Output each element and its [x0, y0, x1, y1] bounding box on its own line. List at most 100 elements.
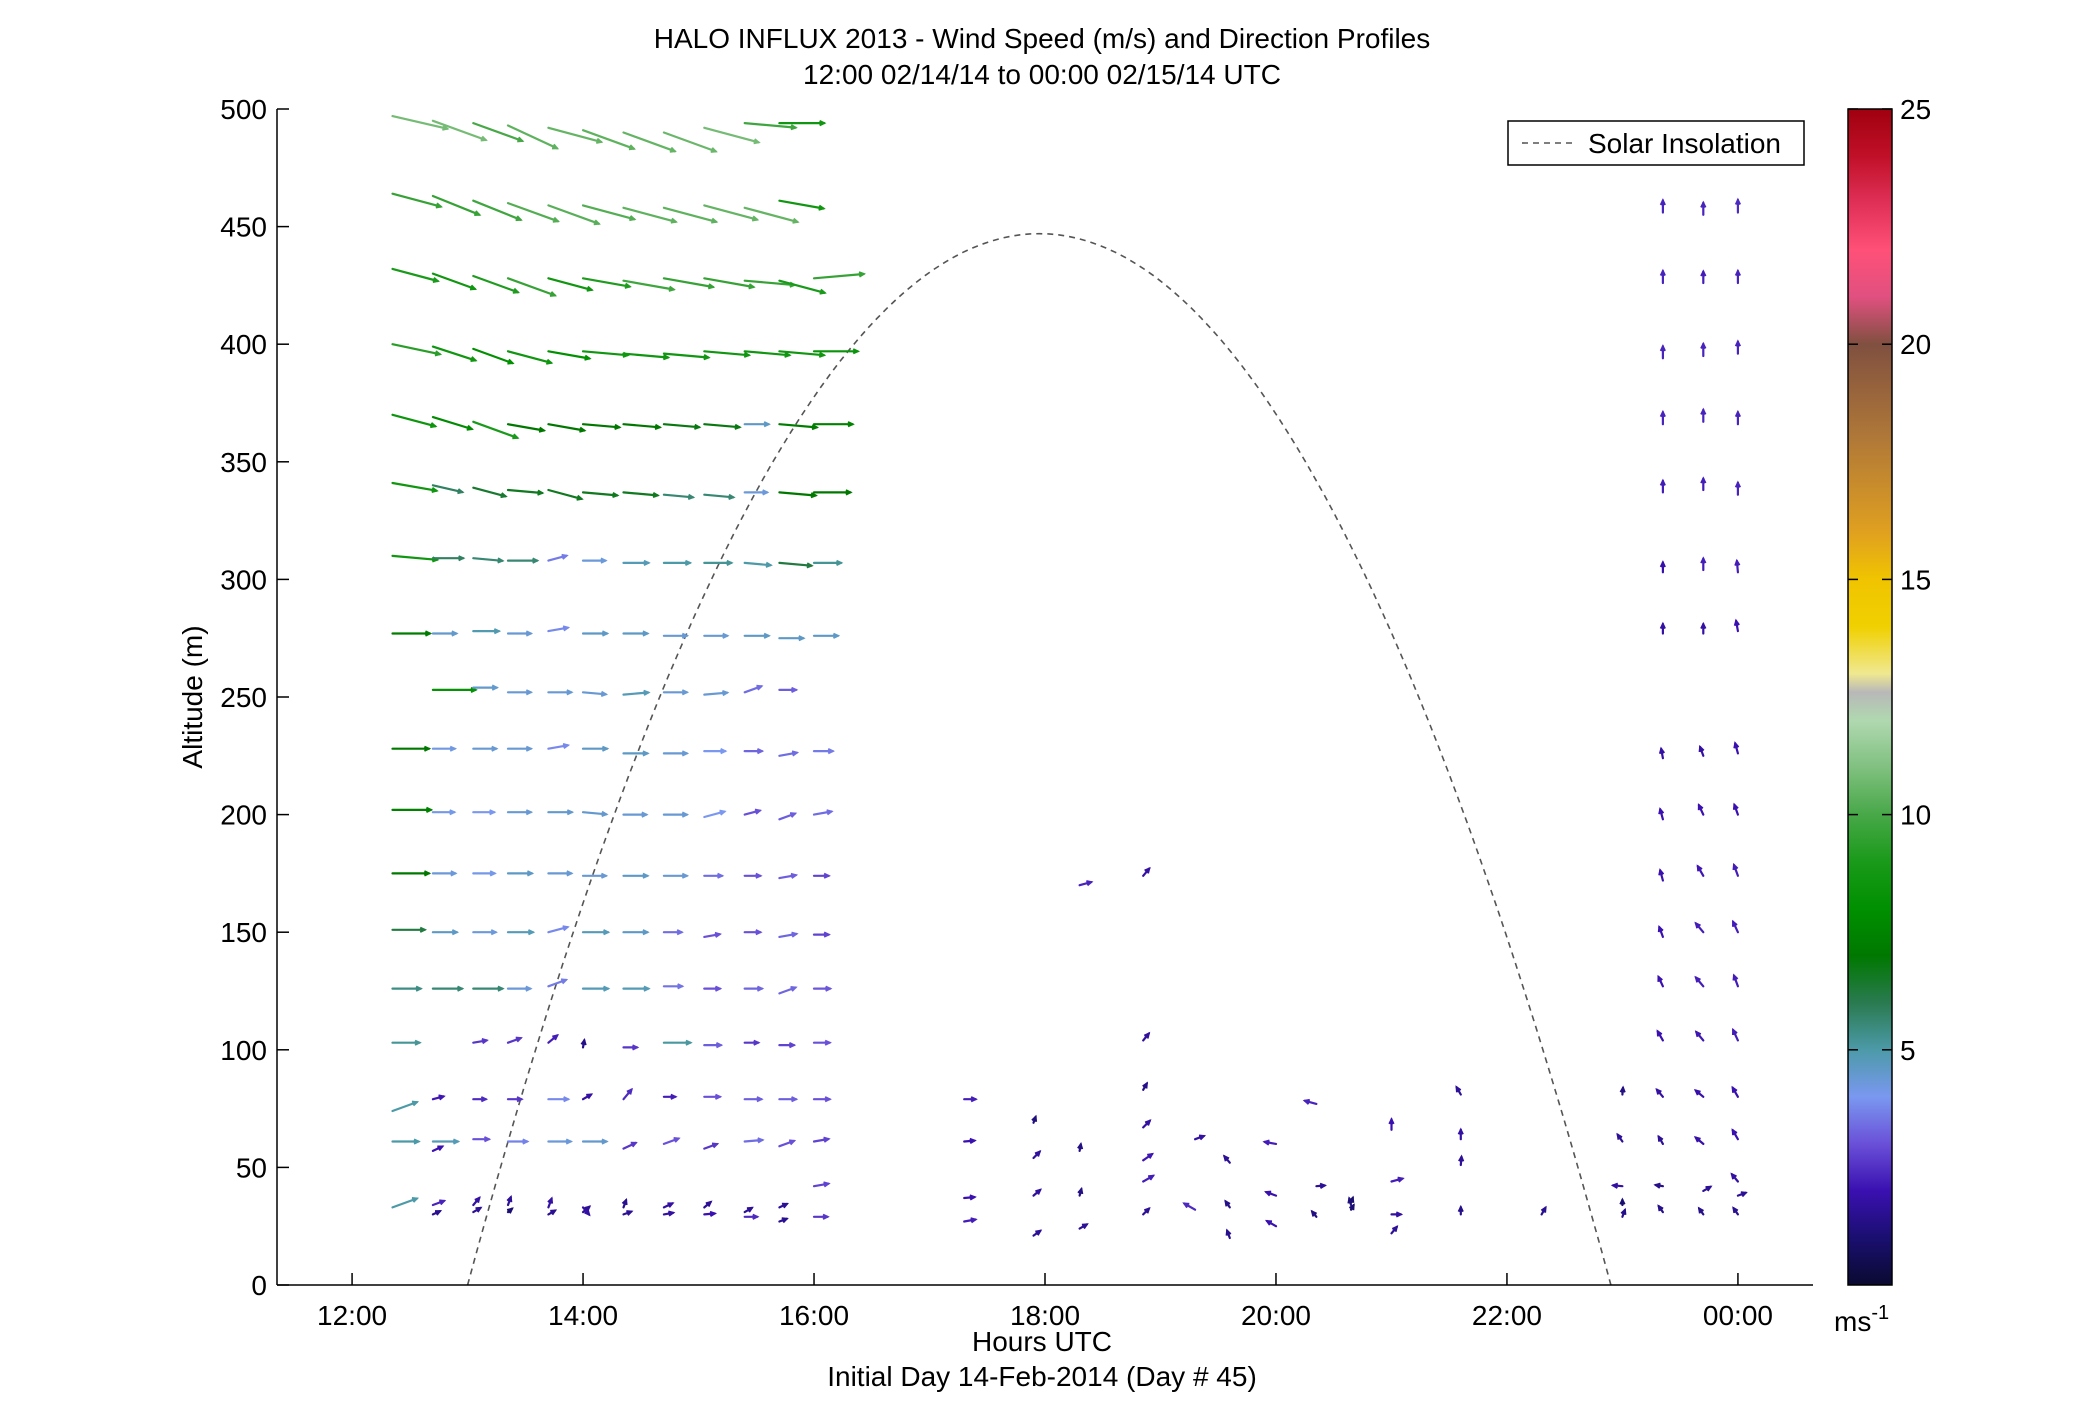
wind-vector — [1540, 1205, 1547, 1216]
wind-vector — [581, 557, 608, 564]
wind-vector — [581, 423, 622, 431]
wind-vector — [1732, 862, 1740, 877]
wind-vector — [778, 1139, 797, 1148]
wind-vector — [472, 1206, 483, 1214]
colorbar-tick-label: 25 — [1900, 94, 1931, 125]
wind-vector — [431, 870, 458, 877]
wind-vector — [778, 872, 799, 880]
wind-vector — [662, 1202, 675, 1209]
wind-vector — [1310, 1209, 1318, 1218]
wind-vector — [391, 343, 443, 357]
wind-vector — [1700, 269, 1707, 285]
wind-vector — [703, 1042, 724, 1049]
wind-vector — [1653, 1182, 1665, 1189]
wind-vector — [1142, 1152, 1154, 1162]
wind-vector — [1620, 1207, 1627, 1218]
wind-vector — [622, 206, 678, 224]
wind-vector — [506, 630, 534, 637]
wind-vector — [547, 350, 592, 361]
wind-vector — [1698, 744, 1705, 757]
wind-vector — [431, 555, 466, 562]
wind-vector — [1031, 1114, 1038, 1124]
wind-vector — [1702, 1185, 1713, 1193]
wind-vector — [743, 684, 764, 694]
wind-vector — [778, 635, 806, 642]
wind-vector — [431, 985, 465, 992]
wind-vector — [703, 559, 734, 566]
wind-vector — [391, 630, 433, 637]
wind-vector — [506, 202, 560, 223]
wind-vector — [1619, 1197, 1626, 1207]
wind-vector — [472, 745, 499, 752]
wind-vector — [1700, 200, 1707, 216]
wind-vector — [547, 204, 601, 226]
wind-vector — [1142, 1081, 1148, 1091]
wind-vector — [662, 131, 718, 153]
wind-vector — [581, 690, 609, 698]
wind-vector — [506, 1036, 523, 1044]
wind-vector — [812, 1181, 831, 1188]
wind-vector — [703, 1093, 723, 1100]
wind-vector — [506, 929, 536, 936]
y-tick-label: 200 — [220, 800, 267, 831]
wind-vector — [1732, 973, 1740, 988]
wind-vector — [778, 561, 814, 569]
wind-vector — [1302, 1098, 1318, 1106]
wind-vector — [472, 1096, 489, 1103]
wind-vector — [506, 1138, 530, 1145]
wind-vector — [1455, 1085, 1462, 1096]
wind-vector — [1694, 1030, 1705, 1042]
wind-vector — [662, 1093, 678, 1100]
wind-vector — [778, 1217, 789, 1224]
wind-vector — [1655, 1087, 1665, 1098]
wind-vector — [1032, 1150, 1042, 1160]
wind-vector — [662, 1210, 676, 1217]
wind-vector — [472, 628, 502, 635]
wind-vector — [581, 985, 611, 992]
wind-vector — [1610, 1182, 1624, 1189]
wind-vector — [547, 277, 594, 292]
wind-vector — [662, 352, 711, 361]
solar-insolation-layer — [466, 232, 1612, 1286]
wind-vector — [622, 279, 676, 292]
wind-vector — [1657, 974, 1665, 988]
wind-vector — [547, 423, 587, 433]
wind-vector — [1262, 1139, 1278, 1146]
colorbar-ticks: 5 10 15 20 25 — [1848, 94, 1931, 1066]
wind-vector — [431, 119, 488, 142]
wind-vector — [622, 1210, 634, 1216]
wind-vector — [1348, 1195, 1355, 1204]
wind-vector — [621, 1197, 628, 1209]
wind-vector — [1388, 1117, 1395, 1131]
wind-vector — [778, 423, 820, 431]
wind-vector — [1390, 1225, 1399, 1235]
wind-vector — [547, 1096, 571, 1103]
wind-vector — [391, 114, 450, 131]
wind-vector — [1731, 1085, 1740, 1098]
wind-vector — [472, 870, 497, 877]
wind-vector — [547, 978, 569, 988]
wind-vector — [1657, 924, 1665, 939]
wind-vector — [431, 686, 478, 693]
wind-vector — [812, 489, 853, 496]
wind-vector — [547, 625, 571, 633]
wind-vector — [1734, 558, 1741, 574]
wind-vector — [580, 1038, 587, 1049]
wind-vector — [1264, 1219, 1278, 1228]
wind-vector — [472, 809, 497, 816]
wind-vector — [472, 347, 515, 365]
wind-vector — [1390, 1176, 1405, 1183]
wind-vector — [1659, 344, 1666, 360]
wind-vector — [547, 809, 575, 816]
wind-vector — [703, 985, 723, 992]
wind-vector — [1694, 975, 1705, 988]
wind-vector — [963, 1194, 977, 1201]
wind-vector — [1225, 1228, 1232, 1240]
wind-vector — [581, 129, 636, 151]
wind-vector — [1457, 1204, 1464, 1216]
wind-vector — [391, 806, 434, 813]
wind-vector — [1700, 407, 1707, 423]
wind-vector — [778, 491, 818, 499]
wind-vector — [1731, 1128, 1740, 1141]
